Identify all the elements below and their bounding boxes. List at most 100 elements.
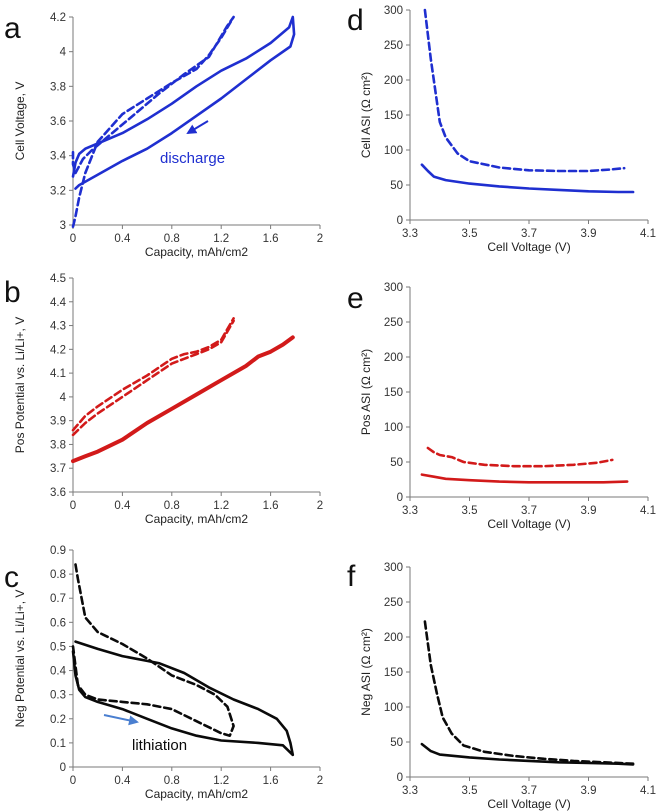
- chart-a: 0 0.4 0.8 1.2 1.6 2 3 3.2 3.4 3.6 3.8 4 4.2 Capacity,…: [4, 12, 323, 259]
- y-tick-label: 0.1: [50, 738, 66, 750]
- y-tick-label: 4.1: [50, 368, 66, 380]
- y-tick-label: 0.5: [50, 641, 66, 653]
- panel-letter: f: [347, 560, 356, 593]
- y-axis-label: Pos ASI (Ω cm²): [359, 349, 373, 435]
- y-tick-label: 0: [397, 215, 403, 227]
- x-tick-label: 0.4: [114, 233, 131, 245]
- annotation-text: lithiation: [132, 737, 187, 754]
- series-line-dashed: [71, 15, 235, 228]
- x-tick-label: 1.2: [213, 500, 229, 512]
- y-axis-label: Pos Potential vs. Li/Li+, V: [13, 317, 27, 453]
- x-tick-label: 3.7: [521, 785, 537, 797]
- x-axis-label: Cell Voltage (V): [487, 797, 570, 811]
- series-line-solid: [71, 640, 295, 757]
- y-axis-label: Neg ASI (Ω cm²): [359, 628, 373, 716]
- y-tick-label: 100: [384, 422, 403, 434]
- y-tick-label: 50: [390, 737, 403, 749]
- x-tick-label: 4.1: [640, 785, 656, 797]
- x-tick-label: 4.1: [640, 505, 656, 517]
- x-tick-label: 3.7: [521, 228, 537, 240]
- y-tick-label: 50: [390, 180, 403, 192]
- y-tick-label: 150: [384, 387, 403, 399]
- y-tick-label: 100: [384, 702, 403, 714]
- y-tick-label: 3.4: [50, 151, 67, 163]
- annotation-text: discharge: [160, 150, 225, 167]
- annotation-arrow: [103, 714, 139, 726]
- chart-b: 0 0.4 0.8 1.2 1.6 2 3.6 3.7 3.8 3.9 4 4.1 4.2 4.3 4.4 4…: [4, 273, 323, 526]
- series-line-solid: [420, 163, 635, 194]
- y-tick-label: 0.6: [50, 617, 66, 629]
- y-tick-label: 3.6: [50, 116, 66, 128]
- y-axis-label: Cell ASI (Ω cm²): [359, 72, 373, 158]
- y-tick-label: 4.3: [50, 321, 66, 333]
- y-tick-label: 0.4: [50, 666, 67, 678]
- y-tick-label: 3.8: [50, 81, 66, 93]
- x-axis-label: Capacity, mAh/cm2: [145, 245, 248, 259]
- x-tick-label: 2: [317, 775, 323, 787]
- y-tick-label: 3: [60, 220, 66, 232]
- x-tick-label: 3.3: [402, 505, 418, 517]
- y-tick-label: 200: [384, 632, 403, 644]
- x-tick-label: 3.3: [402, 785, 418, 797]
- y-tick-label: 3.2: [50, 185, 66, 197]
- x-tick-label: 0.8: [164, 775, 180, 787]
- series-line-dashed: [423, 8, 626, 173]
- y-tick-label: 300: [384, 562, 403, 574]
- chart-d: 3.3 3.5 3.7 3.9 4.1 0 50 100 150 200 250 300 Cell Vo…: [347, 4, 656, 254]
- x-tick-label: 3.7: [521, 505, 537, 517]
- x-tick-label: 2: [317, 233, 323, 245]
- y-tick-label: 3.9: [50, 416, 66, 428]
- panel-letter: b: [4, 276, 21, 309]
- series-line-dashed: [426, 446, 614, 468]
- x-tick-label: 2: [317, 500, 323, 512]
- y-tick-label: 4.4: [50, 297, 67, 309]
- y-tick-label: 0.2: [50, 714, 66, 726]
- x-tick-label: 0: [70, 775, 76, 787]
- x-tick-label: 1.6: [263, 233, 279, 245]
- y-tick-label: 0.7: [50, 593, 66, 605]
- y-tick-label: 4: [60, 392, 67, 404]
- y-tick-label: 0: [397, 772, 403, 784]
- y-tick-label: 200: [384, 75, 403, 87]
- y-tick-label: 200: [384, 352, 403, 364]
- chart-e: 3.3 3.5 3.7 3.9 4.1 0 50 100 150 200 250 300 Cell Vo…: [347, 282, 656, 531]
- y-tick-label: 0.3: [50, 690, 66, 702]
- y-tick-label: 300: [384, 5, 403, 17]
- series-line-solid: [420, 742, 635, 766]
- chart-c: 0 0.4 0.8 1.2 1.6 2 0 0.1 0.2 0.3 0.4 0.5 0.6 0.7 0.8 0…: [4, 545, 323, 801]
- x-tick-label: 1.2: [213, 775, 229, 787]
- y-tick-label: 0: [60, 762, 66, 774]
- panel-letter: c: [4, 561, 19, 594]
- x-tick-label: 3.9: [581, 505, 597, 517]
- x-tick-label: 0.8: [164, 233, 180, 245]
- series-line-dashed: [423, 620, 635, 765]
- x-tick-label: 1.6: [263, 775, 279, 787]
- y-tick-label: 4.5: [50, 273, 66, 285]
- series-line-solid: [71, 15, 296, 190]
- x-tick-label: 0.4: [114, 775, 131, 787]
- y-tick-label: 0.8: [50, 569, 66, 581]
- x-tick-label: 3.5: [462, 505, 478, 517]
- x-axis-label: Capacity, mAh/cm2: [145, 512, 248, 526]
- panel-letter: d: [347, 4, 364, 37]
- x-tick-label: 0.4: [114, 500, 131, 512]
- x-axis-label: Capacity, mAh/cm2: [145, 787, 248, 801]
- x-tick-label: 3.3: [402, 228, 418, 240]
- y-axis-label: Cell Voltage, V: [13, 82, 27, 161]
- x-tick-label: 0: [70, 233, 76, 245]
- series-line-solid: [71, 335, 295, 464]
- y-tick-label: 3.7: [50, 463, 66, 475]
- x-tick-label: 0: [70, 500, 76, 512]
- panel-letter: a: [4, 12, 21, 45]
- x-axis-label: Cell Voltage (V): [487, 240, 570, 254]
- x-tick-label: 4.1: [640, 228, 656, 240]
- chart-f: 3.3 3.5 3.7 3.9 4.1 0 50 100 150 200 250 300 Cell Vo…: [347, 560, 656, 811]
- y-tick-label: 150: [384, 667, 403, 679]
- series-line-dashed-lower: [71, 319, 235, 437]
- x-tick-label: 1.6: [263, 500, 279, 512]
- y-tick-label: 0.9: [50, 545, 66, 557]
- panel-letter: e: [347, 282, 364, 315]
- series-line-dashed: [71, 563, 235, 737]
- y-tick-label: 250: [384, 597, 403, 609]
